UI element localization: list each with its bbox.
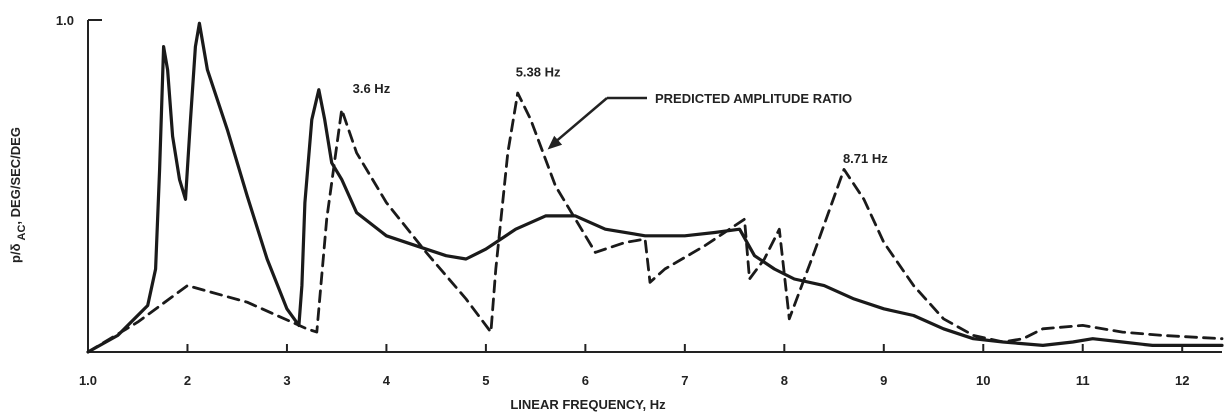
predicted-series-line: [86, 91, 1224, 354]
x-tick-label-0: 1.0: [79, 373, 97, 388]
x-axis-title: LINEAR FREQUENCY, Hz: [510, 397, 666, 412]
x-tick-label-6: 7: [681, 373, 688, 388]
annotation-predicted-amplitude-ratio: PREDICTED AMPLITUDE RATIO: [655, 91, 852, 106]
annotation-layer: 3.6 Hz 5.38 Hz PREDICTED AMPLITUDE RATIO 8.…: [353, 64, 889, 165]
y-axis-title: p/δ AC, DEG/SEC/DEG: [8, 127, 28, 263]
y-axis-title-sub: AC: [16, 225, 28, 244]
x-tick-label-4: 5: [482, 373, 489, 388]
x-tick-label-8: 9: [880, 373, 887, 388]
y-axis-title-main: p/δ: [8, 243, 23, 263]
x-tick-label-3: 4: [383, 373, 391, 388]
axes: 1.0 2 3 4 5 6 7 8 9 10 11 12 1.0: [56, 13, 1222, 388]
y-ticks: 1.0: [56, 13, 102, 28]
x-tick-label-11: 12: [1175, 373, 1189, 388]
annotation-5-38-hz: 5.38 Hz: [516, 64, 561, 79]
y-axis-title-units: , DEG/SEC/DEG: [8, 127, 23, 225]
x-tick-label-5: 6: [582, 373, 589, 388]
x-tick-label-9: 10: [976, 373, 990, 388]
measured-series-line: [86, 21, 1224, 354]
annotation-arrow-leader: [552, 97, 608, 145]
series-layer: [86, 21, 1224, 354]
x-tick-label-7: 8: [781, 373, 788, 388]
x-tick-label-2: 3: [283, 373, 290, 388]
annotation-8-71-hz: 8.71 Hz: [843, 151, 888, 166]
x-tick-label-10: 11: [1076, 373, 1090, 388]
y-tick-label-0: 1.0: [56, 13, 74, 28]
x-ticks: 1.0 2 3 4 5 6 7 8 9 10 11 12: [79, 344, 1189, 388]
annotation-3-6-hz: 3.6 Hz: [353, 81, 391, 96]
x-tick-label-1: 2: [184, 373, 191, 388]
